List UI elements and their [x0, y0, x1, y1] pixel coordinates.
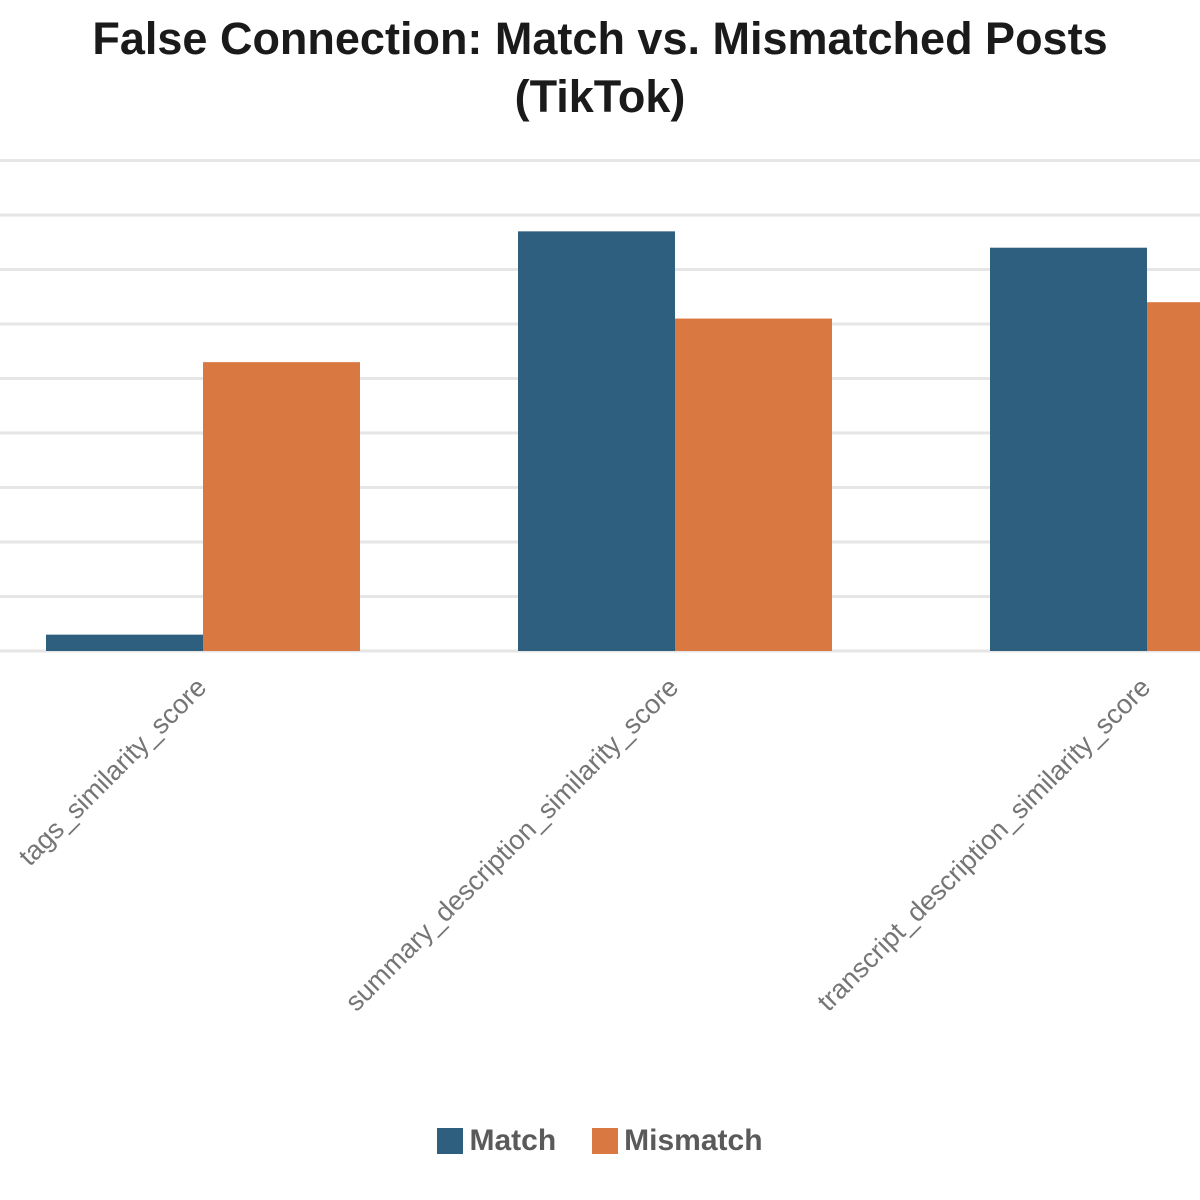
bar-mismatch-2[interactable]	[1147, 302, 1200, 651]
legend-item-match[interactable]: Match	[437, 1124, 556, 1158]
bar-mismatch-1[interactable]	[675, 318, 832, 651]
category-label-0: tags_similarity_score	[13, 672, 212, 871]
legend-swatch-match	[437, 1128, 464, 1154]
legend-label-match: Match	[469, 1124, 557, 1157]
chart-title-line-2: (TikTok)	[514, 71, 686, 122]
bar-match-2[interactable]	[990, 247, 1147, 651]
legend-swatch-mismatch	[592, 1128, 619, 1154]
category-label-1: summary_description_similarity_score	[339, 672, 684, 1017]
legend: Match Mismatch	[0, 1124, 1200, 1158]
bars	[46, 231, 1200, 651]
legend-label-mismatch: Mismatch	[624, 1124, 763, 1157]
category-labels: tags_similarity_score summary_description…	[13, 672, 1156, 1017]
category-label-2: transcript_description_similarity_score	[811, 672, 1156, 1017]
legend-item-mismatch[interactable]: Mismatch	[592, 1124, 763, 1158]
bar-match-0[interactable]	[46, 634, 203, 651]
bar-mismatch-0[interactable]	[203, 362, 360, 651]
chart-title-line-1: False Connection: Match vs. Mismatched P…	[92, 13, 1108, 64]
bar-match-1[interactable]	[518, 231, 675, 651]
chart-title: False Connection: Match vs. Mismatched P…	[0, 10, 1200, 126]
